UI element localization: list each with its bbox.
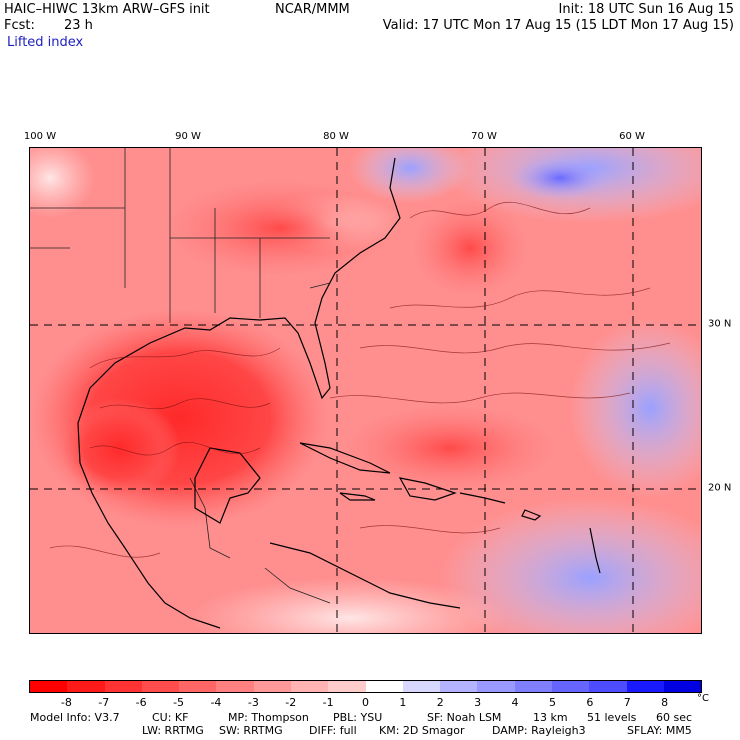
political-boundaries (30, 148, 331, 604)
stable-core-north (510, 156, 610, 200)
org-label: NCAR/MMM (275, 2, 350, 17)
footer-sflay: SFLAY: MM5 (627, 724, 692, 737)
footer-lw: LW: RRTMG (142, 724, 204, 737)
footer-levels: 51 levels (587, 711, 637, 724)
colorbar-unit: °C (697, 693, 709, 704)
colorbar-tick-label: 4 (511, 696, 519, 709)
colorbar-tick-label: -1 (322, 696, 334, 709)
stable-area-southeast (440, 498, 701, 633)
map-canvas (30, 148, 701, 633)
colorbar-tick-label: 6 (586, 696, 594, 709)
colorbar-tick-label: -4 (210, 696, 222, 709)
colorbar-segment (216, 681, 254, 692)
colorbar-tick-label: -3 (247, 696, 259, 709)
forecast-hour: 23 h (64, 18, 93, 33)
colorbar-segment (328, 681, 366, 692)
colorbar-tick-label: -2 (285, 696, 297, 709)
lon-label-80w: 80 W (323, 131, 349, 142)
colorbar-segment (141, 681, 180, 692)
colorbar-segment (514, 681, 552, 692)
coastlines (77, 157, 601, 629)
colorbar-segment (551, 681, 590, 692)
init-time: Init: 18 UTC Sun 16 Aug 15 (558, 2, 734, 17)
unstable-core-caribbean (340, 403, 560, 493)
footer-diff: DIFF: full (309, 724, 357, 737)
valid-time: Valid: 17 UTC Mon 17 Aug 15 (15 LDT Mon … (382, 18, 734, 33)
stable-area-east (570, 318, 701, 498)
colorbar (29, 680, 702, 693)
footer-mp: MP: Thompson (228, 711, 309, 724)
colorbar-tick-label: 3 (474, 696, 482, 709)
unstable-core-southeast-us (160, 178, 400, 278)
colorbar-segment (253, 681, 291, 692)
lat-label-20n: 20 N (708, 482, 732, 494)
colorbar-tick-label: -5 (173, 696, 185, 709)
graticule (30, 148, 701, 633)
footer-sf: SF: Noah LSM (427, 711, 502, 724)
colorbar-segment (477, 681, 515, 692)
colorbar-segment (440, 681, 478, 692)
footer-km: KM: 2D Smagor (379, 724, 465, 737)
lon-label-90w: 90 W (175, 131, 201, 142)
footer-sw: SW: RRTMG (219, 724, 283, 737)
colorbar-tick-label: 5 (548, 696, 556, 709)
lon-label-100w: 100 W (23, 131, 57, 142)
colorbar-segment (179, 681, 217, 692)
lon-label-70w: 70 W (471, 131, 497, 142)
contours (49, 202, 671, 558)
lat-label-30n: 30 N (708, 318, 732, 330)
colorbar-segment (67, 681, 105, 692)
colorbar-tick-label: 0 (362, 696, 369, 709)
field-name: Lifted index (7, 35, 84, 50)
footer-resolution: 13 km (533, 711, 568, 724)
footer-timestep: 60 sec (656, 711, 693, 724)
pale-area-northwest (30, 148, 95, 218)
unstable-core-texas (60, 398, 180, 498)
colorbar-segment (290, 681, 329, 692)
colorbar-segment (365, 681, 403, 692)
colorbar-segment (626, 681, 664, 692)
colorbar-segment (589, 681, 627, 692)
lon-label-60w: 60 W (619, 131, 645, 142)
stable-area-chesapeake (350, 148, 470, 203)
footer-cu: CU: KF (152, 711, 189, 724)
footer-pbl: PBL: YSU (333, 711, 383, 724)
colorbar-tick-label: -8 (60, 696, 72, 709)
model-title: HAIC–HIWC 13km ARW–GFS init (4, 2, 210, 17)
colorbar-tick-label: 7 (623, 696, 631, 709)
colorbar-tick-label: -6 (135, 696, 147, 709)
footer-model-info: Model Info: V3.7 (30, 711, 120, 724)
lifted-index-map (29, 147, 702, 634)
colorbar-tick-label: 8 (661, 696, 669, 709)
colorbar-tick-label: -7 (98, 696, 110, 709)
colorbar-tick-label: 1 (399, 696, 407, 709)
forecast-label: Fcst: (4, 18, 35, 33)
colorbar-segment (104, 681, 142, 692)
unstable-core-atlantic (410, 198, 530, 298)
colorbar-segment (30, 681, 68, 692)
colorbar-segment (663, 681, 702, 692)
pale-area-south (190, 578, 510, 633)
colorbar-tick-label: 2 (436, 696, 444, 709)
footer-damp: DAMP: Rayleigh3 (492, 724, 586, 737)
colorbar-segment (402, 681, 441, 692)
